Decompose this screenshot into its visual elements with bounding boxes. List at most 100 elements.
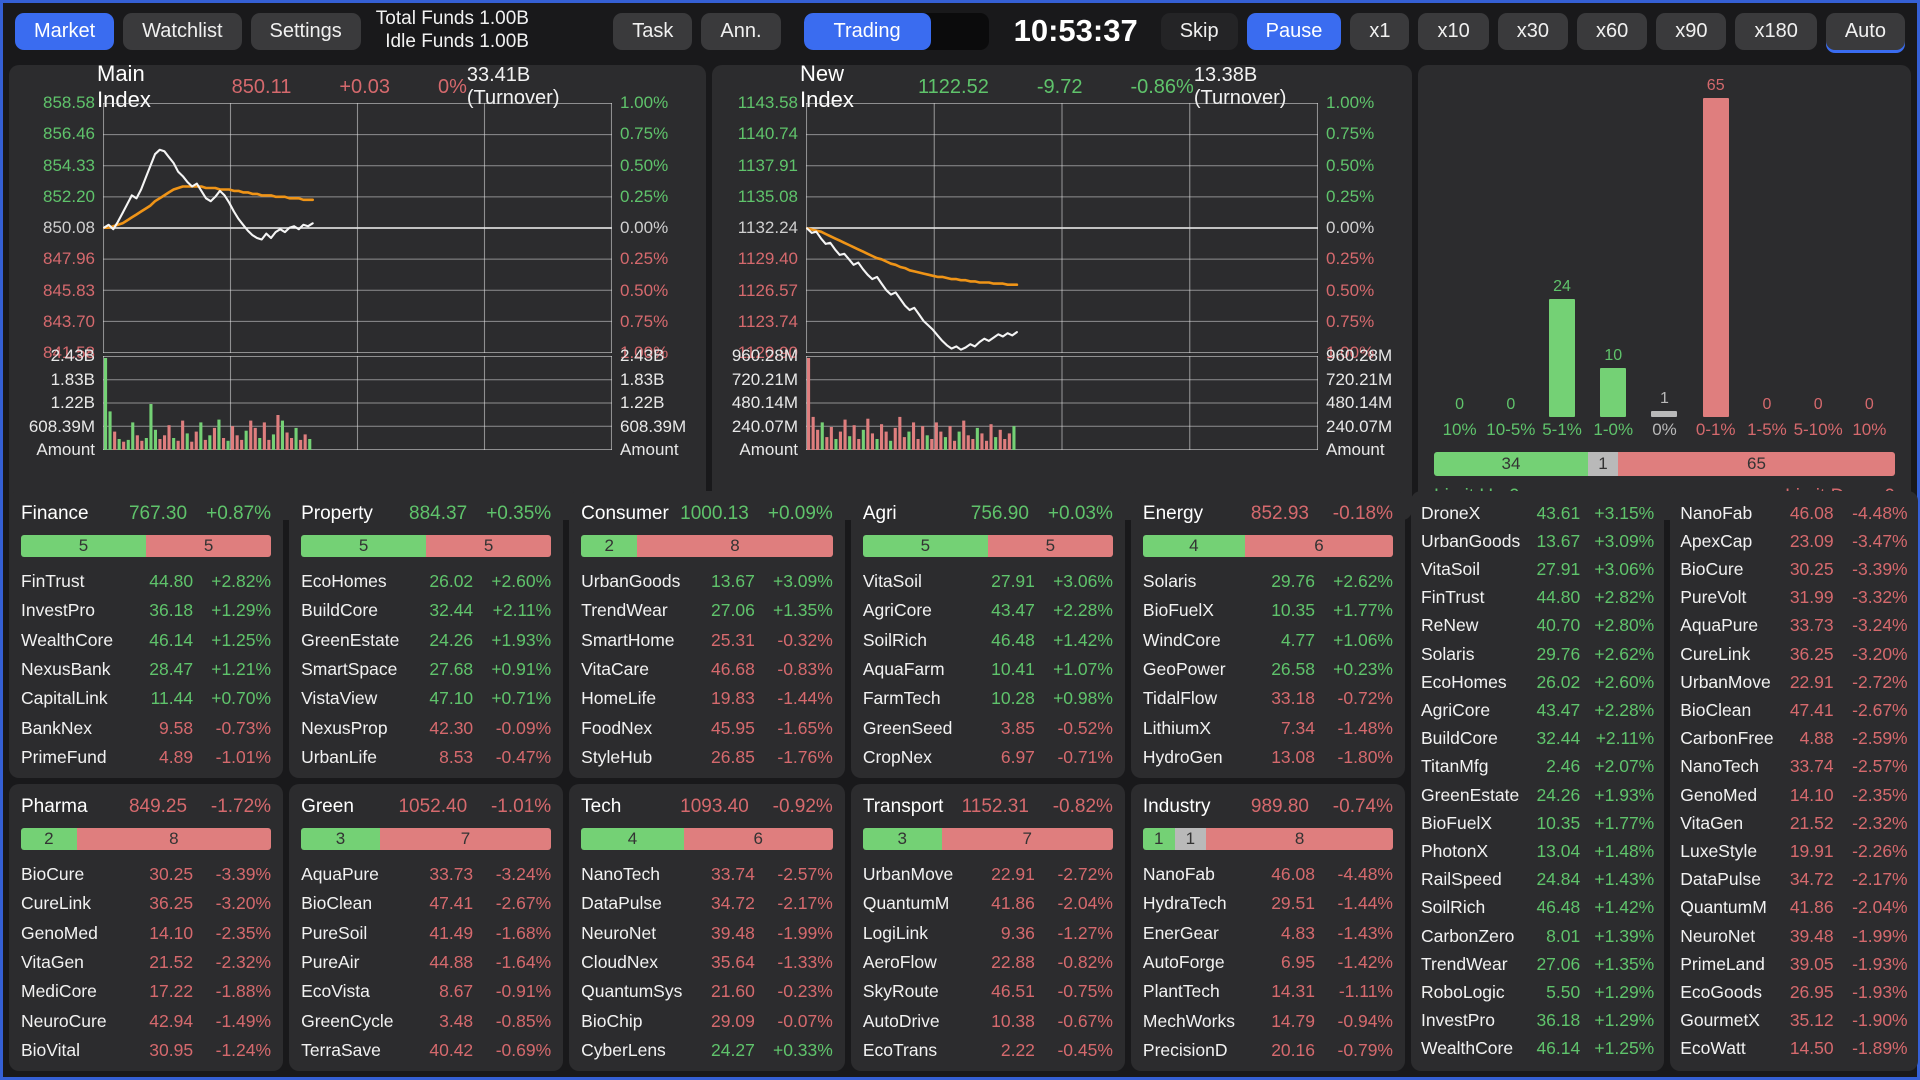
speed-x1-button[interactable]: x1: [1350, 12, 1410, 50]
announcement-button[interactable]: Ann.: [701, 12, 781, 50]
stock-row-greencycle[interactable]: GreenCycle 3.48 -0.85%: [301, 1006, 551, 1035]
stock-row-curelink[interactable]: CureLink 36.25 -3.20%: [21, 889, 271, 918]
stock-row-capitallink[interactable]: CapitalLink 11.44 +0.70%: [21, 684, 271, 713]
stock-row-datapulse[interactable]: DataPulse 34.72 -2.17%: [581, 889, 833, 918]
stock-row-biovital[interactable]: BioVital 30.95 -1.24%: [21, 1036, 271, 1065]
stock-row-lithiumx[interactable]: LithiumX 7.34 -1.48%: [1143, 713, 1393, 742]
nav-watchlist-button[interactable]: Watchlist: [123, 12, 242, 50]
speed-x180-button[interactable]: x180: [1735, 12, 1817, 50]
stock-row-puresoil[interactable]: PureSoil 41.49 -1.68%: [301, 919, 551, 948]
stock-row-cloudnex[interactable]: CloudNex 35.64 -1.33%: [581, 948, 833, 977]
mover-row-apexcap[interactable]: ApexCap 23.09 -3.47%: [1680, 527, 1907, 555]
stock-row-vitagen[interactable]: VitaGen 21.52 -2.32%: [21, 948, 271, 977]
stock-row-genomed[interactable]: GenoMed 14.10 -2.35%: [21, 919, 271, 948]
stock-row-windcore[interactable]: WindCore 4.77 +1.06%: [1143, 626, 1393, 655]
mover-row-genomed[interactable]: GenoMed 14.10 -2.35%: [1680, 781, 1907, 809]
auto-speed-button[interactable]: Auto: [1825, 12, 1905, 50]
stock-row-fintrust[interactable]: FinTrust 44.80 +2.82%: [21, 567, 271, 596]
stock-row-ecohomes[interactable]: EcoHomes 26.02 +2.60%: [301, 567, 551, 596]
stock-row-ecovista[interactable]: EcoVista 8.67 -0.91%: [301, 977, 551, 1006]
stock-row-trendwear[interactable]: TrendWear 27.06 +1.35%: [581, 596, 833, 625]
mover-row-vitasoil[interactable]: VitaSoil 27.91 +3.06%: [1421, 555, 1654, 583]
stock-row-homelife[interactable]: HomeLife 19.83 -1.44%: [581, 684, 833, 713]
stock-row-medicore[interactable]: MediCore 17.22 -1.88%: [21, 977, 271, 1006]
mover-row-wealthcore[interactable]: WealthCore 46.14 +1.25%: [1421, 1035, 1654, 1063]
stock-row-smartspace[interactable]: SmartSpace 27.68 +0.91%: [301, 655, 551, 684]
stock-row-cyberlens[interactable]: CyberLens 24.27 +0.33%: [581, 1036, 833, 1065]
nav-settings-button[interactable]: Settings: [250, 12, 361, 50]
mover-row-primeland[interactable]: PrimeLand 39.05 -1.93%: [1680, 950, 1907, 978]
stock-row-quantumsys[interactable]: QuantumSys 21.60 -0.23%: [581, 977, 833, 1006]
stock-row-investpro[interactable]: InvestPro 36.18 +1.29%: [21, 596, 271, 625]
mover-row-urbanmove[interactable]: UrbanMove 22.91 -2.72%: [1680, 668, 1907, 696]
trading-toggle-off[interactable]: [931, 13, 989, 50]
mover-row-nanofab[interactable]: NanoFab 46.08 -4.48%: [1680, 499, 1907, 527]
mover-row-neuronet[interactable]: NeuroNet 39.48 -1.99%: [1680, 922, 1907, 950]
stock-row-skyroute[interactable]: SkyRoute 46.51 -0.75%: [863, 977, 1113, 1006]
mover-row-purevolt[interactable]: PureVolt 31.99 -3.32%: [1680, 584, 1907, 612]
mover-row-bioclean[interactable]: BioClean 47.41 -2.67%: [1680, 696, 1907, 724]
stock-row-foodnex[interactable]: FoodNex 45.95 -1.65%: [581, 713, 833, 742]
mover-row-carbonzero[interactable]: CarbonZero 8.01 +1.39%: [1421, 922, 1654, 950]
mover-row-curelink[interactable]: CureLink 36.25 -3.20%: [1680, 640, 1907, 668]
mover-row-aquapure[interactable]: AquaPure 33.73 -3.24%: [1680, 612, 1907, 640]
stock-row-ecotrans[interactable]: EcoTrans 2.22 -0.45%: [863, 1036, 1113, 1065]
stock-row-greenseed[interactable]: GreenSeed 3.85 -0.52%: [863, 713, 1113, 742]
stock-row-quantumm[interactable]: QuantumM 41.86 -2.04%: [863, 889, 1113, 918]
stock-row-aeroflow[interactable]: AeroFlow 22.88 -0.82%: [863, 948, 1113, 977]
speed-x30-button[interactable]: x30: [1497, 12, 1568, 50]
stock-row-agricore[interactable]: AgriCore 43.47 +2.28%: [863, 596, 1113, 625]
stock-row-autoforge[interactable]: AutoForge 6.95 -1.42%: [1143, 948, 1393, 977]
mover-row-robologic[interactable]: RoboLogic 5.50 +1.29%: [1421, 978, 1654, 1006]
stock-row-stylehub[interactable]: StyleHub 26.85 -1.76%: [581, 743, 833, 772]
stock-row-nexusbank[interactable]: NexusBank 28.47 +1.21%: [21, 655, 271, 684]
mover-row-dronex[interactable]: DroneX 43.61 +3.15%: [1421, 499, 1654, 527]
stock-row-nexusprop[interactable]: NexusProp 42.30 -0.09%: [301, 713, 551, 742]
stock-row-biocure[interactable]: BioCure 30.25 -3.39%: [21, 860, 271, 889]
mover-row-agricore[interactable]: AgriCore 43.47 +2.28%: [1421, 696, 1654, 724]
mover-row-quantumm[interactable]: QuantumM 41.86 -2.04%: [1680, 894, 1907, 922]
stock-row-wealthcore[interactable]: WealthCore 46.14 +1.25%: [21, 626, 271, 655]
mover-row-buildcore[interactable]: BuildCore 32.44 +2.11%: [1421, 725, 1654, 753]
skip-button[interactable]: Skip: [1160, 12, 1238, 50]
stock-row-solaris[interactable]: Solaris 29.76 +2.62%: [1143, 567, 1393, 596]
mover-row-titanmfg[interactable]: TitanMfg 2.46 +2.07%: [1421, 753, 1654, 781]
stock-row-nanotech[interactable]: NanoTech 33.74 -2.57%: [581, 860, 833, 889]
stock-row-aquafarm[interactable]: AquaFarm 10.41 +1.07%: [863, 655, 1113, 684]
stock-row-pureair[interactable]: PureAir 44.88 -1.64%: [301, 948, 551, 977]
mover-row-investpro[interactable]: InvestPro 36.18 +1.29%: [1421, 1007, 1654, 1035]
stock-row-geopower[interactable]: GeoPower 26.58 +0.23%: [1143, 655, 1393, 684]
stock-row-nanofab[interactable]: NanoFab 46.08 -4.48%: [1143, 860, 1393, 889]
stock-row-primefund[interactable]: PrimeFund 4.89 -1.01%: [21, 743, 271, 772]
mover-row-solaris[interactable]: Solaris 29.76 +2.62%: [1421, 640, 1654, 668]
stock-row-soilrich[interactable]: SoilRich 46.48 +1.42%: [863, 626, 1113, 655]
stock-row-biofuelx[interactable]: BioFuelX 10.35 +1.77%: [1143, 596, 1393, 625]
speed-x90-button[interactable]: x90: [1656, 12, 1727, 50]
mover-row-biofuelx[interactable]: BioFuelX 10.35 +1.77%: [1421, 809, 1654, 837]
mover-row-luxestyle[interactable]: LuxeStyle 19.91 -2.26%: [1680, 837, 1907, 865]
stock-row-neurocure[interactable]: NeuroCure 42.94 -1.49%: [21, 1006, 271, 1035]
stock-row-urbanmove[interactable]: UrbanMove 22.91 -2.72%: [863, 860, 1113, 889]
stock-row-urbanlife[interactable]: UrbanLife 8.53 -0.47%: [301, 743, 551, 772]
mover-row-biocure[interactable]: BioCure 30.25 -3.39%: [1680, 555, 1907, 583]
stock-row-greenestate[interactable]: GreenEstate 24.26 +1.93%: [301, 626, 551, 655]
mover-row-carbonfree[interactable]: CarbonFree 4.88 -2.59%: [1680, 725, 1907, 753]
stock-row-hydratech[interactable]: HydraTech 29.51 -1.44%: [1143, 889, 1393, 918]
stock-row-hydrogen[interactable]: HydroGen 13.08 -1.80%: [1143, 743, 1393, 772]
stock-row-vitasoil[interactable]: VitaSoil 27.91 +3.06%: [863, 567, 1113, 596]
stock-row-vistaview[interactable]: VistaView 47.10 +0.71%: [301, 684, 551, 713]
speed-x10-button[interactable]: x10: [1418, 12, 1489, 50]
mover-row-ecowatt[interactable]: EcoWatt 14.50 -1.89%: [1680, 1035, 1907, 1063]
stock-row-mechworks[interactable]: MechWorks 14.79 -0.94%: [1143, 1006, 1393, 1035]
stock-row-neuronet[interactable]: NeuroNet 39.48 -1.99%: [581, 919, 833, 948]
stock-row-autodrive[interactable]: AutoDrive 10.38 -0.67%: [863, 1006, 1113, 1035]
mover-row-ecogoods[interactable]: EcoGoods 26.95 -1.93%: [1680, 978, 1907, 1006]
stock-row-energear[interactable]: EnerGear 4.83 -1.43%: [1143, 919, 1393, 948]
stock-row-planttech[interactable]: PlantTech 14.31 -1.11%: [1143, 977, 1393, 1006]
stock-row-cropnex[interactable]: CropNex 6.97 -0.71%: [863, 743, 1113, 772]
mover-row-greenestate[interactable]: GreenEstate 24.26 +1.93%: [1421, 781, 1654, 809]
mover-row-photonx[interactable]: PhotonX 13.04 +1.48%: [1421, 837, 1654, 865]
stock-row-vitacare[interactable]: VitaCare 46.68 -0.83%: [581, 655, 833, 684]
trading-toggle[interactable]: Trading: [803, 12, 989, 50]
stock-row-bioclean[interactable]: BioClean 47.41 -2.67%: [301, 889, 551, 918]
